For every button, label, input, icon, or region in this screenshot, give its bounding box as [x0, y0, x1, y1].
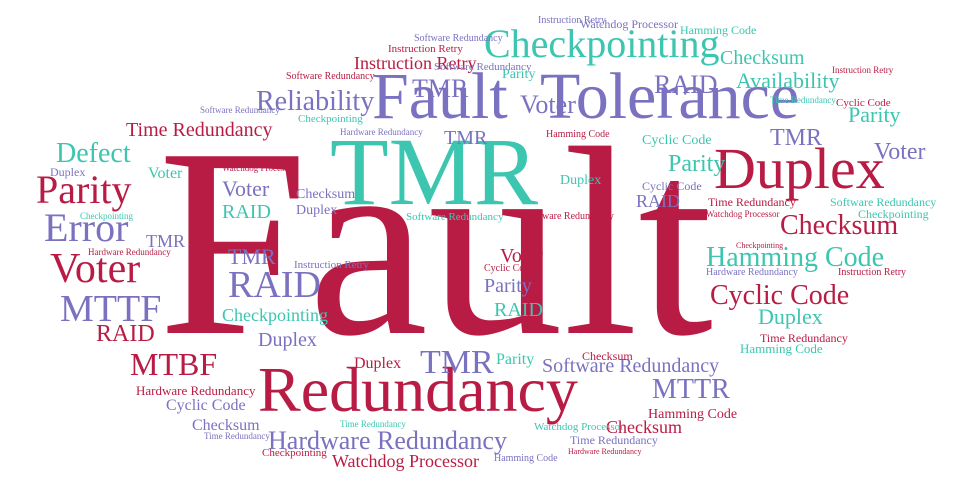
- word-duplex-6: Duplex: [560, 174, 601, 188]
- word-checkpointing-5: Checkpointing: [858, 208, 929, 220]
- word-time-redundancy-6: Time Redundancy: [570, 434, 658, 446]
- word-hardware-redundancy-5: Hardware Redundancy: [522, 212, 614, 222]
- word-checksum-2: Checksum: [720, 48, 804, 68]
- word-time-redundancy-7: Time Redundancy: [340, 420, 406, 429]
- word-hamming-code-6: Hamming Code: [494, 454, 558, 464]
- word-availability: Availability: [736, 70, 839, 92]
- word-mtbf: MTBF: [130, 348, 217, 380]
- word-checkpointing-4: Checkpointing: [80, 212, 133, 221]
- word-instruction-retry-6: Instruction Retry: [294, 260, 369, 271]
- word-time-redundancy-3: Time Redundancy: [708, 196, 796, 208]
- word-raid-4: RAID: [222, 202, 271, 222]
- word-checkpointing-2: Checkpointing: [222, 306, 328, 324]
- word-cyclic-code-6: Cyclic Code: [484, 264, 534, 274]
- word-tmr-4: TMR: [770, 126, 822, 150]
- word-checksum-6: Checksum: [582, 350, 633, 362]
- word-watchdog-processor-4: Watchdog Processor: [706, 210, 780, 219]
- word-cyclic-code-4: Cyclic Code: [836, 98, 891, 109]
- word-tmr-6: TMR: [444, 128, 487, 148]
- word-parity-2: Parity: [668, 152, 725, 176]
- word-duplex-2: Duplex: [758, 306, 823, 328]
- word-voter-5: Voter: [520, 92, 576, 118]
- word-duplex-4: Duplex: [50, 166, 85, 178]
- word-software-redundancy-5: Software Redundancy: [200, 106, 280, 115]
- word-duplex-7: Duplex: [354, 356, 401, 372]
- word-checkpointing-3: Checkpointing: [298, 114, 363, 125]
- word-watchdog-processor-5: Watchdog Processor: [534, 422, 624, 433]
- word-parity-5: Parity: [502, 68, 535, 82]
- word-software-redundancy-4: Software Redundancy: [286, 72, 375, 82]
- word-tmr: TMR: [330, 124, 538, 220]
- word-instruction-retry-2: Instruction Retry: [538, 16, 606, 26]
- word-duplex-3: Duplex: [258, 330, 317, 350]
- word-instruction-retry-3: Instruction Retry: [388, 44, 463, 55]
- word-defect: Defect: [56, 140, 131, 168]
- word-raid-2: RAID: [654, 72, 718, 98]
- word-mttr: MTTR: [652, 376, 730, 404]
- word-checkpointing-7: Checkpointing: [262, 448, 327, 459]
- word-voter-6: Voter: [148, 166, 182, 182]
- word-instruction-retry-4: Instruction Retry: [832, 66, 893, 75]
- word-hardware-redundancy-2: Hardware Redundancy: [136, 384, 255, 397]
- word-time-redundancy-5: Time Redundancy: [204, 432, 270, 441]
- word-time-redundancy: Time Redundancy: [126, 120, 272, 140]
- word-raid: RAID: [228, 266, 321, 304]
- word-cyclic-code-2: Cyclic Code: [166, 398, 246, 414]
- word-tmr-3: TMR: [412, 76, 468, 102]
- word-parity-6: Parity: [496, 352, 534, 368]
- word-voter-2: Voter: [874, 140, 926, 164]
- word-software-redundancy-6: Software Redundancy: [406, 212, 503, 223]
- word-time-redundancy-2: Time Redundancy: [770, 96, 836, 105]
- word-instruction-retry-5: Instruction Retry: [838, 268, 906, 278]
- word-hardware-redundancy-6: Hardware Redundancy: [706, 268, 798, 278]
- word-hardware-redundancy-4: Hardware Redundancy: [88, 248, 171, 257]
- word-checksum-5: Checksum: [296, 188, 355, 202]
- word-duplex-5: Duplex: [296, 204, 337, 218]
- word-voter-4: Voter: [222, 178, 269, 200]
- word-time-redundancy-4: Time Redundancy: [760, 332, 848, 344]
- word-watchdog-processor: Watchdog Processor: [332, 452, 479, 470]
- word-hardware-redundancy-7: Hardware Redundancy: [568, 448, 642, 456]
- word-hardware-redundancy-3: Hardware Redundancy: [340, 128, 423, 137]
- word-raid-3: RAID: [494, 300, 543, 320]
- word-tmr-5: TMR: [228, 246, 276, 268]
- word-hamming-code-5: Hamming Code: [648, 408, 737, 422]
- word-software-redundancy-2: Software Redundancy: [414, 34, 503, 44]
- word-raid-5: RAID: [96, 322, 155, 346]
- word-checkpointing-6: Checkpointing: [736, 242, 783, 250]
- word-raid-6: RAID: [636, 192, 680, 210]
- word-watchdog-processor-3: Watchdog Processor: [222, 164, 296, 173]
- word-hamming-code-4: Hamming Code: [546, 130, 610, 140]
- word-tmr-2: TMR: [420, 346, 494, 380]
- word-parity-4: Parity: [484, 276, 532, 296]
- word-cyclic-code-3: Cyclic Code: [642, 134, 712, 148]
- word-hamming-code-3: Hamming Code: [680, 24, 756, 36]
